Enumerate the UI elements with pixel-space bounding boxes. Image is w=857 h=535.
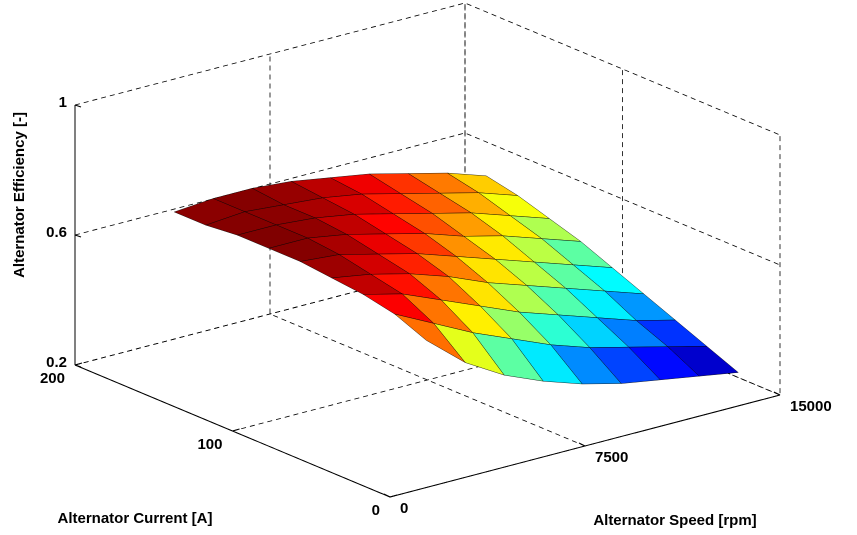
z-tick-label: 0.6: [46, 224, 67, 241]
y-tick: [389, 494, 398, 498]
z-tick: [74, 364, 82, 368]
z-tick: [74, 234, 82, 238]
y-tick-label: 200: [40, 370, 65, 387]
y-tick-label: 0: [372, 502, 380, 519]
x-tick: [578, 442, 586, 447]
x-grid-line: [269, 54, 586, 447]
x-axis-label: Alternator Speed [rpm]: [593, 512, 756, 529]
x-tick: [773, 391, 781, 396]
x-tick: [383, 493, 391, 498]
x-tick-label: 7500: [595, 449, 628, 466]
z-axis-label: Alternator Efficiency [-]: [11, 112, 28, 278]
y-axis-label: Alternator Current [A]: [57, 510, 212, 527]
z-grid-line: [74, 2, 781, 136]
z-tick: [74, 104, 82, 108]
y-tick: [232, 428, 240, 432]
y-tick: [74, 362, 83, 366]
z-tick-label: 1: [59, 94, 67, 111]
z-tick-label: 0.2: [46, 354, 67, 371]
x-tick-label: 15000: [790, 398, 832, 415]
y-grid-line: [389, 135, 781, 498]
x-grid-line: [74, 105, 391, 498]
z-grid-line: [74, 132, 781, 266]
y-tick-label: 100: [197, 436, 222, 453]
y-grid-line: [232, 69, 623, 432]
surface-facet: [394, 313, 466, 363]
y-grid-line: [74, 3, 466, 366]
x-tick-label: 0: [400, 500, 408, 517]
